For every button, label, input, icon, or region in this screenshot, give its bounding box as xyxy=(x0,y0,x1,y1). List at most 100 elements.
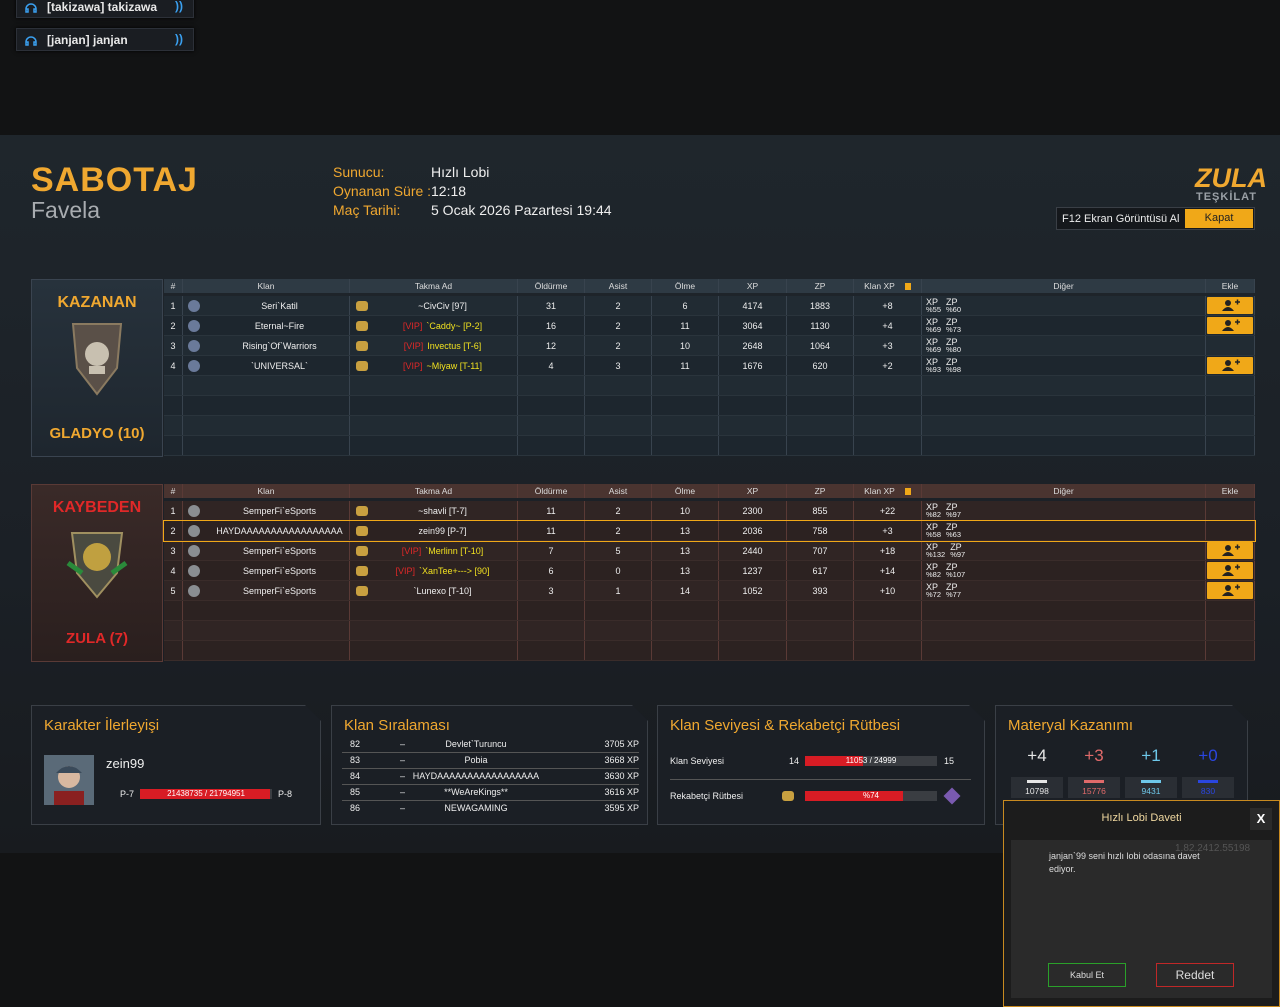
clan-name: HAYDAAAAAAAAAAAAAAAAA xyxy=(412,771,540,781)
warn-icon xyxy=(904,282,911,290)
empty-cell xyxy=(787,376,854,395)
clan-cell: Rising`Of`Warriors xyxy=(183,336,350,355)
reject-button[interactable]: Reddet xyxy=(1156,963,1234,987)
ranking-list: 82– Devlet`Turuncu 3705 XP 83– Pobia 3668 XP 8… xyxy=(342,737,639,817)
screenshot-label[interactable]: F12 Ekran Görüntüsü Al xyxy=(1062,213,1180,225)
zp: 393 xyxy=(787,581,854,600)
clan-rank: 84 xyxy=(350,771,361,781)
ranking-row: 84 – HAYDAAAAAAAAAAAAAAAAA 3630 XP xyxy=(342,769,639,785)
bar-fill xyxy=(805,756,863,766)
empty-cell xyxy=(652,641,719,660)
empty-cell xyxy=(652,396,719,415)
bonus-badge: ZP %97 xyxy=(950,542,965,559)
clan-rank: 86 xyxy=(350,803,361,813)
empty-cell xyxy=(652,376,719,395)
level: 14 xyxy=(789,756,800,766)
clan-icon xyxy=(188,319,200,332)
accept-button[interactable]: Kabul Et xyxy=(1048,963,1126,987)
clan-rank: 85 xyxy=(350,787,361,797)
empty-cell xyxy=(350,601,518,620)
separator: – xyxy=(400,755,406,765)
nick-wrap: ~CivCiv [97] xyxy=(368,301,517,311)
other-cell: XP %72 ZP %77 xyxy=(922,581,1206,600)
clan_xp: +3 xyxy=(854,521,922,540)
invite-close[interactable]: X xyxy=(1250,808,1272,830)
clan_xp: +3 xyxy=(854,336,922,355)
bonus-value: %80 xyxy=(946,344,962,354)
empty-cell xyxy=(719,416,787,435)
panel-title: Klan Sıralaması xyxy=(344,717,450,734)
empty-cell xyxy=(518,416,585,435)
clan-xp: 3616 XP xyxy=(604,787,639,797)
add-cell xyxy=(1206,521,1255,540)
add-cell xyxy=(1206,356,1255,375)
bonus-value: %98 xyxy=(946,364,962,374)
add-friend-button[interactable] xyxy=(1207,562,1253,579)
add-friend-button[interactable] xyxy=(1207,297,1253,314)
material-total: 10798 xyxy=(1025,786,1049,796)
bar-label: 21438735 / 21794951 xyxy=(167,789,245,798)
empty-cell xyxy=(854,621,922,640)
column-header: Öldürme xyxy=(518,484,585,498)
player-row xyxy=(164,621,1255,641)
rank: 2 xyxy=(164,521,183,540)
empty-cell xyxy=(183,436,350,455)
nick: Invectus [T-6] xyxy=(427,340,482,351)
empty-cell xyxy=(1206,641,1255,660)
player-row: 1 Seri`Katil ~CivCiv [97] 31 2 6 4174 1883 +8 XP%… xyxy=(164,296,1255,316)
bonus-badge: ZP %63 xyxy=(946,522,961,539)
empty-cell xyxy=(652,601,719,620)
separator: – xyxy=(400,803,406,813)
xp: 2648 xyxy=(719,336,787,355)
empty-cell xyxy=(164,376,183,395)
nick-cell: `Lunexo [T-10] xyxy=(350,581,518,600)
add-friend-button[interactable] xyxy=(1207,357,1253,374)
ranking-panel: Klan Sıralaması 82 – Devlet`Turuncu 3705 XP… xyxy=(331,705,648,825)
party-name: [janjan] janjan xyxy=(47,33,128,47)
empty-cell xyxy=(1206,416,1255,435)
bonus-value: %72 xyxy=(926,589,942,599)
nick-wrap: [VIP] `Merlinn [T-10] xyxy=(368,546,517,556)
clan-xp: 3705 XP xyxy=(604,739,639,749)
kills: 16 xyxy=(518,316,585,335)
nick-cell: [VIP] Invectus [T-6] xyxy=(350,336,518,355)
team-result: KAZANAN xyxy=(57,294,137,311)
ranking-row: 82 – Devlet`Turuncu 3705 XP xyxy=(342,737,639,753)
empty-cell xyxy=(183,396,350,415)
empty-cell xyxy=(585,641,652,660)
column-header: # xyxy=(164,279,183,293)
character-panel: Karakter İlerleyişi zein99 P-7 21438735 … xyxy=(31,705,321,825)
material-box: 10798 xyxy=(1011,777,1063,798)
deaths: 13 xyxy=(652,521,719,540)
level-bar: 11053 / 24999 xyxy=(805,756,937,766)
column-header: # xyxy=(164,484,183,498)
empty-cell xyxy=(652,621,719,640)
empty-cell xyxy=(585,416,652,435)
empty-cell xyxy=(854,436,922,455)
xp: 2036 xyxy=(719,521,787,540)
scoreboard: SABOTAJ Favela Sunucu: Hızlı Lobi Oynanan … xyxy=(0,135,1280,853)
empty-cell xyxy=(164,416,183,435)
add-friend-button[interactable] xyxy=(1207,317,1253,334)
rank-icon xyxy=(356,545,368,556)
party-member: [takizawa] takizawa)) xyxy=(16,0,194,18)
add-friend-button[interactable] xyxy=(1207,542,1253,559)
clan-icon xyxy=(188,564,200,577)
close-button[interactable]: Kapat xyxy=(1185,209,1253,228)
bonus-badge: XP %69 xyxy=(926,317,941,334)
column-header: XP xyxy=(719,484,787,498)
clan_xp: +10 xyxy=(854,581,922,600)
add-cell xyxy=(1206,316,1255,335)
empty-cell xyxy=(164,601,183,620)
zp: 617 xyxy=(787,561,854,580)
add-friend-button[interactable] xyxy=(1207,582,1253,599)
player-row xyxy=(164,376,1255,396)
empty-cell xyxy=(719,436,787,455)
assists: 2 xyxy=(585,336,652,355)
nick-wrap: [VIP] Invectus [T-6] xyxy=(368,341,517,351)
bonus-badge: XP %72 xyxy=(926,582,942,599)
empty-cell xyxy=(518,621,585,640)
zp: 1064 xyxy=(787,336,854,355)
other-cell: XP %55 ZP %60 xyxy=(922,296,1206,315)
